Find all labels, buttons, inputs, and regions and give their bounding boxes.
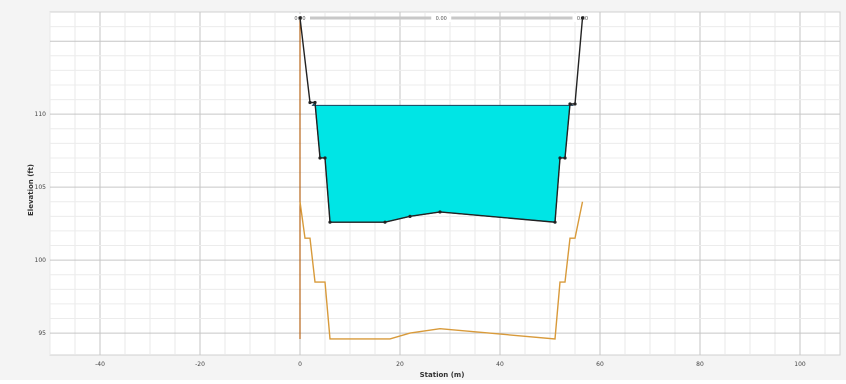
profile-point [563, 156, 567, 160]
profile-point [298, 16, 302, 20]
x-tick-label: 60 [596, 361, 604, 368]
y-tick-label: 110 [35, 111, 47, 118]
water-area [311, 101, 575, 223]
water-polygon [311, 101, 575, 223]
x-tick-label: 0 [298, 361, 302, 368]
series-group [298, 16, 585, 340]
tick-labels: -40 -20 0 20 40 60 80 100 95 100 105 110 [35, 111, 806, 368]
y-axis-label: Elevation (ft) [27, 164, 35, 216]
profile-point [558, 156, 562, 160]
x-tick-label: 40 [496, 361, 504, 368]
lower-profile-line [299, 201, 584, 340]
x-tick-label: -40 [95, 361, 105, 368]
profile-point [308, 100, 312, 105]
y-tick-label: 100 [35, 257, 47, 264]
profile-point [568, 102, 572, 106]
profile-point [328, 220, 332, 224]
profile-point [580, 16, 585, 20]
profile-point [383, 220, 387, 224]
y-tick-label: 95 [38, 330, 46, 337]
profile-point [438, 210, 442, 214]
profile-point [408, 214, 412, 218]
profile-point [323, 156, 327, 160]
x-tick-label: 20 [396, 361, 404, 368]
top-bar-label-bg [431, 14, 452, 22]
top-bar-label: 0.00 [436, 16, 447, 22]
profile-point [313, 100, 317, 105]
profile-point [553, 220, 557, 224]
profile-point [573, 102, 577, 106]
profile-point [318, 156, 322, 160]
x-tick-label: 80 [696, 361, 704, 368]
x-axis-label: Station (m) [420, 371, 465, 379]
x-tick-label: 100 [794, 361, 806, 368]
x-tick-label: -20 [195, 361, 205, 368]
y-tick-label: 105 [35, 184, 47, 191]
